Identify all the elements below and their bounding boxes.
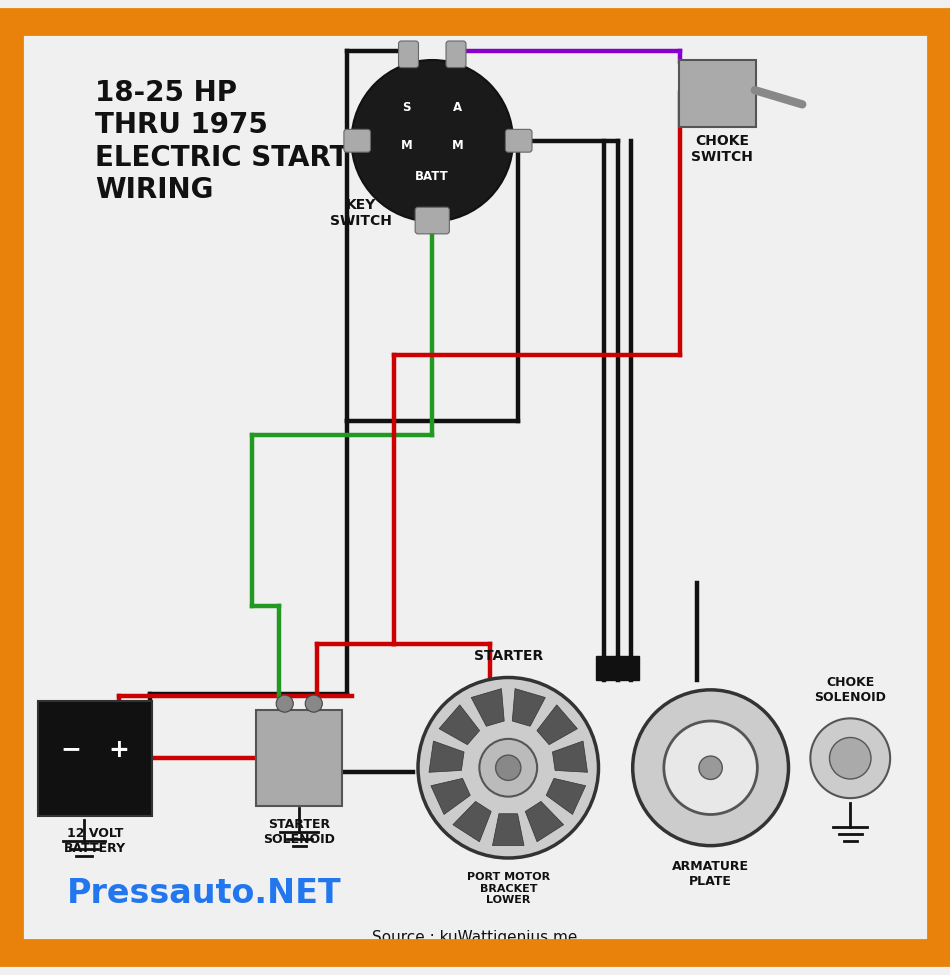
Text: A: A — [453, 101, 463, 114]
Polygon shape — [453, 801, 491, 841]
Polygon shape — [525, 801, 563, 841]
Polygon shape — [553, 741, 587, 772]
Circle shape — [480, 739, 537, 797]
FancyBboxPatch shape — [399, 41, 418, 67]
FancyBboxPatch shape — [678, 59, 756, 127]
Text: −: − — [61, 737, 82, 761]
FancyBboxPatch shape — [415, 208, 449, 234]
Polygon shape — [431, 778, 470, 814]
Text: S: S — [403, 101, 410, 114]
Text: ARMATURE
PLATE: ARMATURE PLATE — [672, 860, 750, 888]
Text: 18-25 HP
THRU 1975
ELECTRIC START
WIRING: 18-25 HP THRU 1975 ELECTRIC START WIRING — [95, 79, 349, 204]
Text: Source : kuWattigenius.me: Source : kuWattigenius.me — [372, 930, 578, 946]
Circle shape — [418, 678, 598, 858]
Polygon shape — [439, 705, 480, 745]
Text: M: M — [452, 139, 464, 152]
Circle shape — [664, 721, 757, 814]
FancyBboxPatch shape — [256, 710, 343, 806]
Text: CHOKE
SWITCH: CHOKE SWITCH — [691, 134, 753, 164]
Text: CHOKE
SOLENOID: CHOKE SOLENOID — [814, 676, 886, 704]
Polygon shape — [429, 741, 464, 772]
Polygon shape — [471, 688, 504, 726]
Circle shape — [305, 695, 322, 712]
Circle shape — [829, 737, 871, 779]
Polygon shape — [537, 705, 578, 745]
Circle shape — [699, 756, 722, 779]
FancyBboxPatch shape — [596, 655, 639, 681]
Text: +: + — [108, 737, 129, 761]
Text: Pressauto.NET: Pressauto.NET — [66, 878, 341, 911]
Text: BATT: BATT — [415, 171, 449, 183]
Polygon shape — [492, 814, 524, 845]
Circle shape — [496, 755, 521, 780]
Circle shape — [352, 60, 513, 221]
FancyBboxPatch shape — [505, 130, 532, 152]
Text: PORT MOTOR
BRACKET
LOWER: PORT MOTOR BRACKET LOWER — [466, 873, 550, 906]
Text: 12 VOLT
BATTERY: 12 VOLT BATTERY — [64, 827, 126, 855]
Circle shape — [276, 695, 294, 712]
Polygon shape — [512, 688, 545, 726]
Text: STARTER
SOLENOID: STARTER SOLENOID — [263, 818, 335, 845]
Polygon shape — [546, 778, 585, 814]
FancyBboxPatch shape — [344, 130, 370, 152]
Circle shape — [810, 719, 890, 799]
FancyBboxPatch shape — [38, 701, 152, 816]
Circle shape — [633, 690, 788, 845]
FancyBboxPatch shape — [446, 41, 466, 67]
Text: M: M — [401, 139, 412, 152]
Text: STARTER: STARTER — [474, 649, 542, 663]
Text: KEY
SWITCH: KEY SWITCH — [330, 198, 392, 228]
